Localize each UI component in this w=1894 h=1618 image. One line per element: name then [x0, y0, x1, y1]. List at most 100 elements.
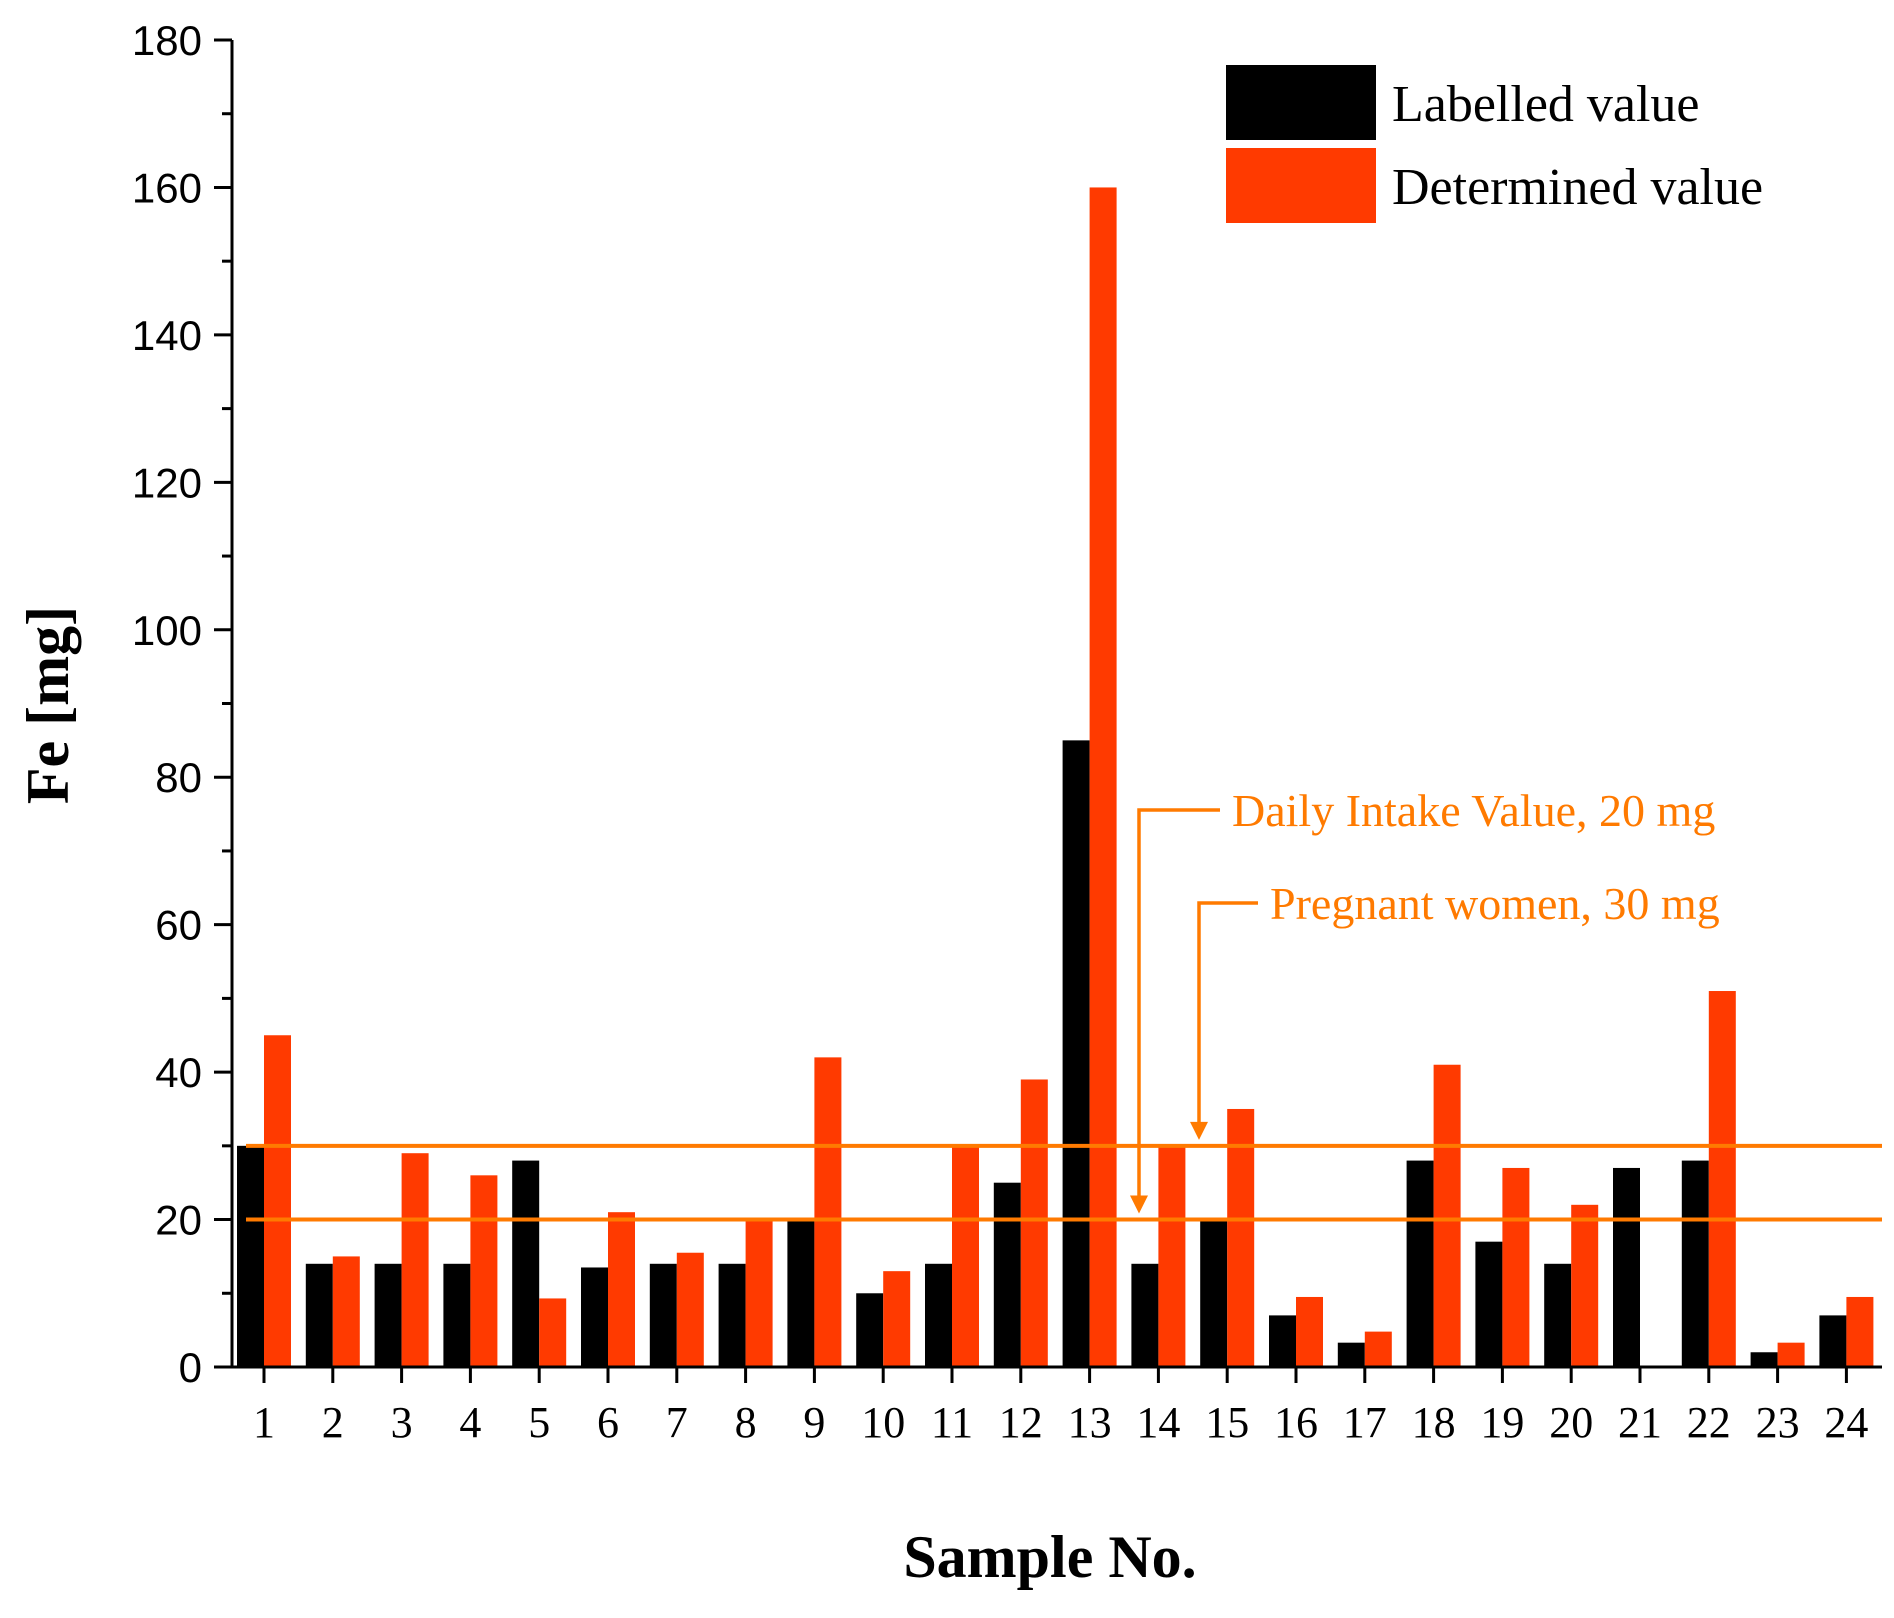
bar-labelled-6 — [581, 1267, 608, 1367]
bar-labelled-12 — [993, 1182, 1021, 1367]
y-tick-label-80: 80 — [155, 754, 202, 801]
bar-labelled-16 — [1269, 1315, 1296, 1367]
bars-layer — [237, 187, 1874, 1367]
annotation-label-20: Daily Intake Value, 20 mg — [1232, 785, 1715, 836]
bar-determined-11 — [952, 1145, 979, 1367]
bar-labelled-10 — [856, 1293, 884, 1367]
x-tick-label-12: 12 — [999, 1398, 1043, 1447]
bar-labelled-21 — [1613, 1167, 1640, 1367]
bar-labelled-17 — [1337, 1342, 1365, 1367]
x-tick-label-3: 3 — [391, 1398, 413, 1447]
x-tick-label-7: 7 — [666, 1398, 688, 1447]
x-tick-label-6: 6 — [597, 1398, 619, 1447]
bar-labelled-8 — [718, 1263, 746, 1367]
y-tick-label-0: 0 — [179, 1344, 202, 1391]
x-tick-label-8: 8 — [735, 1398, 757, 1447]
annotation-leader-30 — [1197, 901, 1258, 1126]
bar-labelled-19 — [1475, 1241, 1503, 1367]
y-axis-title: Fe [mg] — [15, 606, 81, 804]
x-tick-label-14: 14 — [1136, 1398, 1180, 1447]
x-tick-label-16: 16 — [1274, 1398, 1318, 1447]
x-tick-label-23: 23 — [1756, 1398, 1800, 1447]
bar-determined-24 — [1846, 1296, 1874, 1367]
legend: Labelled value Determined value — [1226, 65, 1763, 223]
bar-determined-20 — [1571, 1204, 1599, 1367]
bar-determined-23 — [1777, 1342, 1805, 1367]
x-tick-label-21: 21 — [1618, 1398, 1662, 1447]
y-tick-label-100: 100 — [132, 607, 202, 654]
x-tick-label-4: 4 — [459, 1398, 481, 1447]
bar-labelled-14 — [1131, 1263, 1159, 1367]
x-tick-label-9: 9 — [803, 1398, 825, 1447]
bar-determined-19 — [1502, 1167, 1530, 1367]
x-tick-label-2: 2 — [322, 1398, 344, 1447]
annotation-leader-20 — [1137, 808, 1220, 1200]
bar-determined-13 — [1089, 187, 1117, 1367]
y-tick-label-120: 120 — [132, 459, 202, 506]
bar-labelled-11 — [925, 1263, 952, 1367]
y-tick-label-20: 20 — [155, 1197, 202, 1244]
bar-determined-17 — [1364, 1331, 1392, 1367]
bar-determined-8 — [745, 1219, 773, 1367]
bar-labelled-23 — [1750, 1352, 1778, 1367]
x-tick-label-10: 10 — [861, 1398, 905, 1447]
bar-determined-10 — [883, 1271, 911, 1367]
x-tick-label-1: 1 — [253, 1398, 275, 1447]
y-tick-label-160: 160 — [132, 164, 202, 211]
bar-labelled-15 — [1200, 1219, 1228, 1367]
legend-label-labelled: Labelled value — [1392, 76, 1700, 133]
bar-labelled-4 — [443, 1263, 471, 1367]
bar-determined-4 — [470, 1175, 498, 1367]
bar-labelled-24 — [1819, 1315, 1847, 1367]
bar-determined-15 — [1227, 1108, 1255, 1367]
x-tick-label-18: 18 — [1412, 1398, 1456, 1447]
legend-label-determined: Determined value — [1392, 159, 1763, 216]
bar-labelled-18 — [1406, 1160, 1434, 1367]
legend-swatch-labelled — [1226, 65, 1376, 140]
bar-labelled-5 — [512, 1160, 540, 1367]
bar-determined-14 — [1158, 1145, 1186, 1367]
x-tick-label-24: 24 — [1824, 1398, 1868, 1447]
legend-swatch-determined — [1226, 148, 1376, 223]
bar-labelled-7 — [649, 1263, 677, 1367]
bar-determined-7 — [676, 1252, 704, 1367]
bar-determined-22 — [1708, 991, 1736, 1367]
x-tick-label-19: 19 — [1480, 1398, 1524, 1447]
bar-determined-16 — [1296, 1296, 1323, 1367]
x-tick-label-20: 20 — [1549, 1398, 1593, 1447]
x-tick-label-15: 15 — [1205, 1398, 1249, 1447]
x-axis-title: Sample No. — [903, 1524, 1196, 1590]
bar-labelled-2 — [305, 1263, 333, 1367]
x-tick-label-13: 13 — [1068, 1398, 1112, 1447]
bar-labelled-13 — [1062, 740, 1090, 1367]
y-tick-label-40: 40 — [155, 1049, 202, 1096]
y-tick-label-60: 60 — [155, 902, 202, 949]
bar-determined-9 — [814, 1057, 842, 1367]
bar-determined-5 — [539, 1298, 567, 1367]
bar-determined-18 — [1433, 1064, 1461, 1367]
y-tick-label-140: 140 — [132, 312, 202, 359]
x-tick-label-22: 22 — [1687, 1398, 1731, 1447]
bar-labelled-22 — [1681, 1160, 1709, 1367]
bar-determined-2 — [332, 1256, 360, 1367]
bar-determined-6 — [608, 1212, 635, 1367]
bar-labelled-3 — [374, 1263, 402, 1367]
bar-labelled-20 — [1544, 1263, 1572, 1367]
annotations-layer: Daily Intake Value, 20 mg Pregnant women,… — [1130, 785, 1720, 1214]
bar-determined-1 — [264, 1035, 291, 1367]
bar-determined-3 — [401, 1153, 429, 1367]
annotation-label-30: Pregnant women, 30 mg — [1270, 878, 1720, 929]
x-tick-label-5: 5 — [528, 1398, 550, 1447]
reference-lines-layer — [246, 1143, 1882, 1222]
x-tick-label-17: 17 — [1343, 1398, 1387, 1447]
bar-determined-12 — [1020, 1079, 1048, 1367]
bar-labelled-9 — [787, 1219, 815, 1367]
x-tick-label-11: 11 — [931, 1398, 973, 1447]
annotation-arrow-20 — [1130, 1195, 1148, 1214]
bar-labelled-1 — [237, 1145, 264, 1367]
y-tick-label-180: 180 — [132, 17, 202, 64]
annotation-arrow-30 — [1190, 1121, 1208, 1140]
